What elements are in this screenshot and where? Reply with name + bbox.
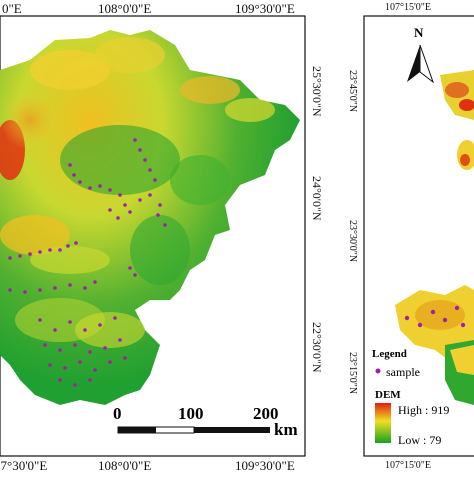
legend-dem-title: DEM (375, 389, 401, 401)
north-label: N (414, 25, 424, 40)
lon-label-top-3: 109°30'0"E (235, 1, 295, 16)
legend (375, 368, 391, 443)
lon-label-top-2: 108°0'0"E (98, 1, 152, 16)
legend-high-label: High : 919 (398, 403, 450, 417)
right-lon-label-bottom: 107°15'0"E (385, 460, 431, 471)
right-dem-map (345, 0, 474, 474)
lat-label-right-2: 24°0'0"N (310, 176, 324, 221)
lon-label-bottom-2: 108°0'0"E (98, 458, 152, 473)
north-arrow-icon (407, 44, 435, 84)
lon-label-top-1: 0"E (2, 1, 22, 16)
lon-label-bottom-1: 07°30'0"E (0, 458, 48, 473)
right-lat-label-1: 23°45'0"N (347, 70, 358, 113)
right-sample-points (404, 305, 466, 328)
scale-tick-100: 100 (178, 404, 204, 423)
lon-label-bottom-3: 109°30'0"E (235, 458, 295, 473)
scale-bar (117, 426, 270, 434)
legend-sample-marker (375, 368, 381, 374)
lat-label-right-1: 25°30'0"N (310, 66, 324, 117)
scale-tick-0: 0 (113, 404, 122, 423)
sample-points (8, 138, 167, 387)
legend-title: Legend (372, 348, 407, 360)
legend-sample-label: sample (386, 365, 420, 379)
right-lat-label-2: 23°30'0"N (347, 220, 358, 263)
scale-tick-200: 200 (253, 404, 279, 423)
lat-label-right-3: 22°30'0"N (310, 322, 324, 373)
right-lon-label-top: 107°15'0"E (385, 2, 431, 13)
right-lat-label-3: 23°15'0"N (347, 352, 358, 395)
left-dem-map (0, 15, 306, 457)
right-dem-terrain (363, 15, 474, 457)
scale-unit: km (274, 420, 298, 439)
legend-dem-ramp (375, 403, 391, 443)
left-dem-terrain (0, 15, 306, 457)
legend-low-label: Low : 79 (398, 433, 442, 447)
